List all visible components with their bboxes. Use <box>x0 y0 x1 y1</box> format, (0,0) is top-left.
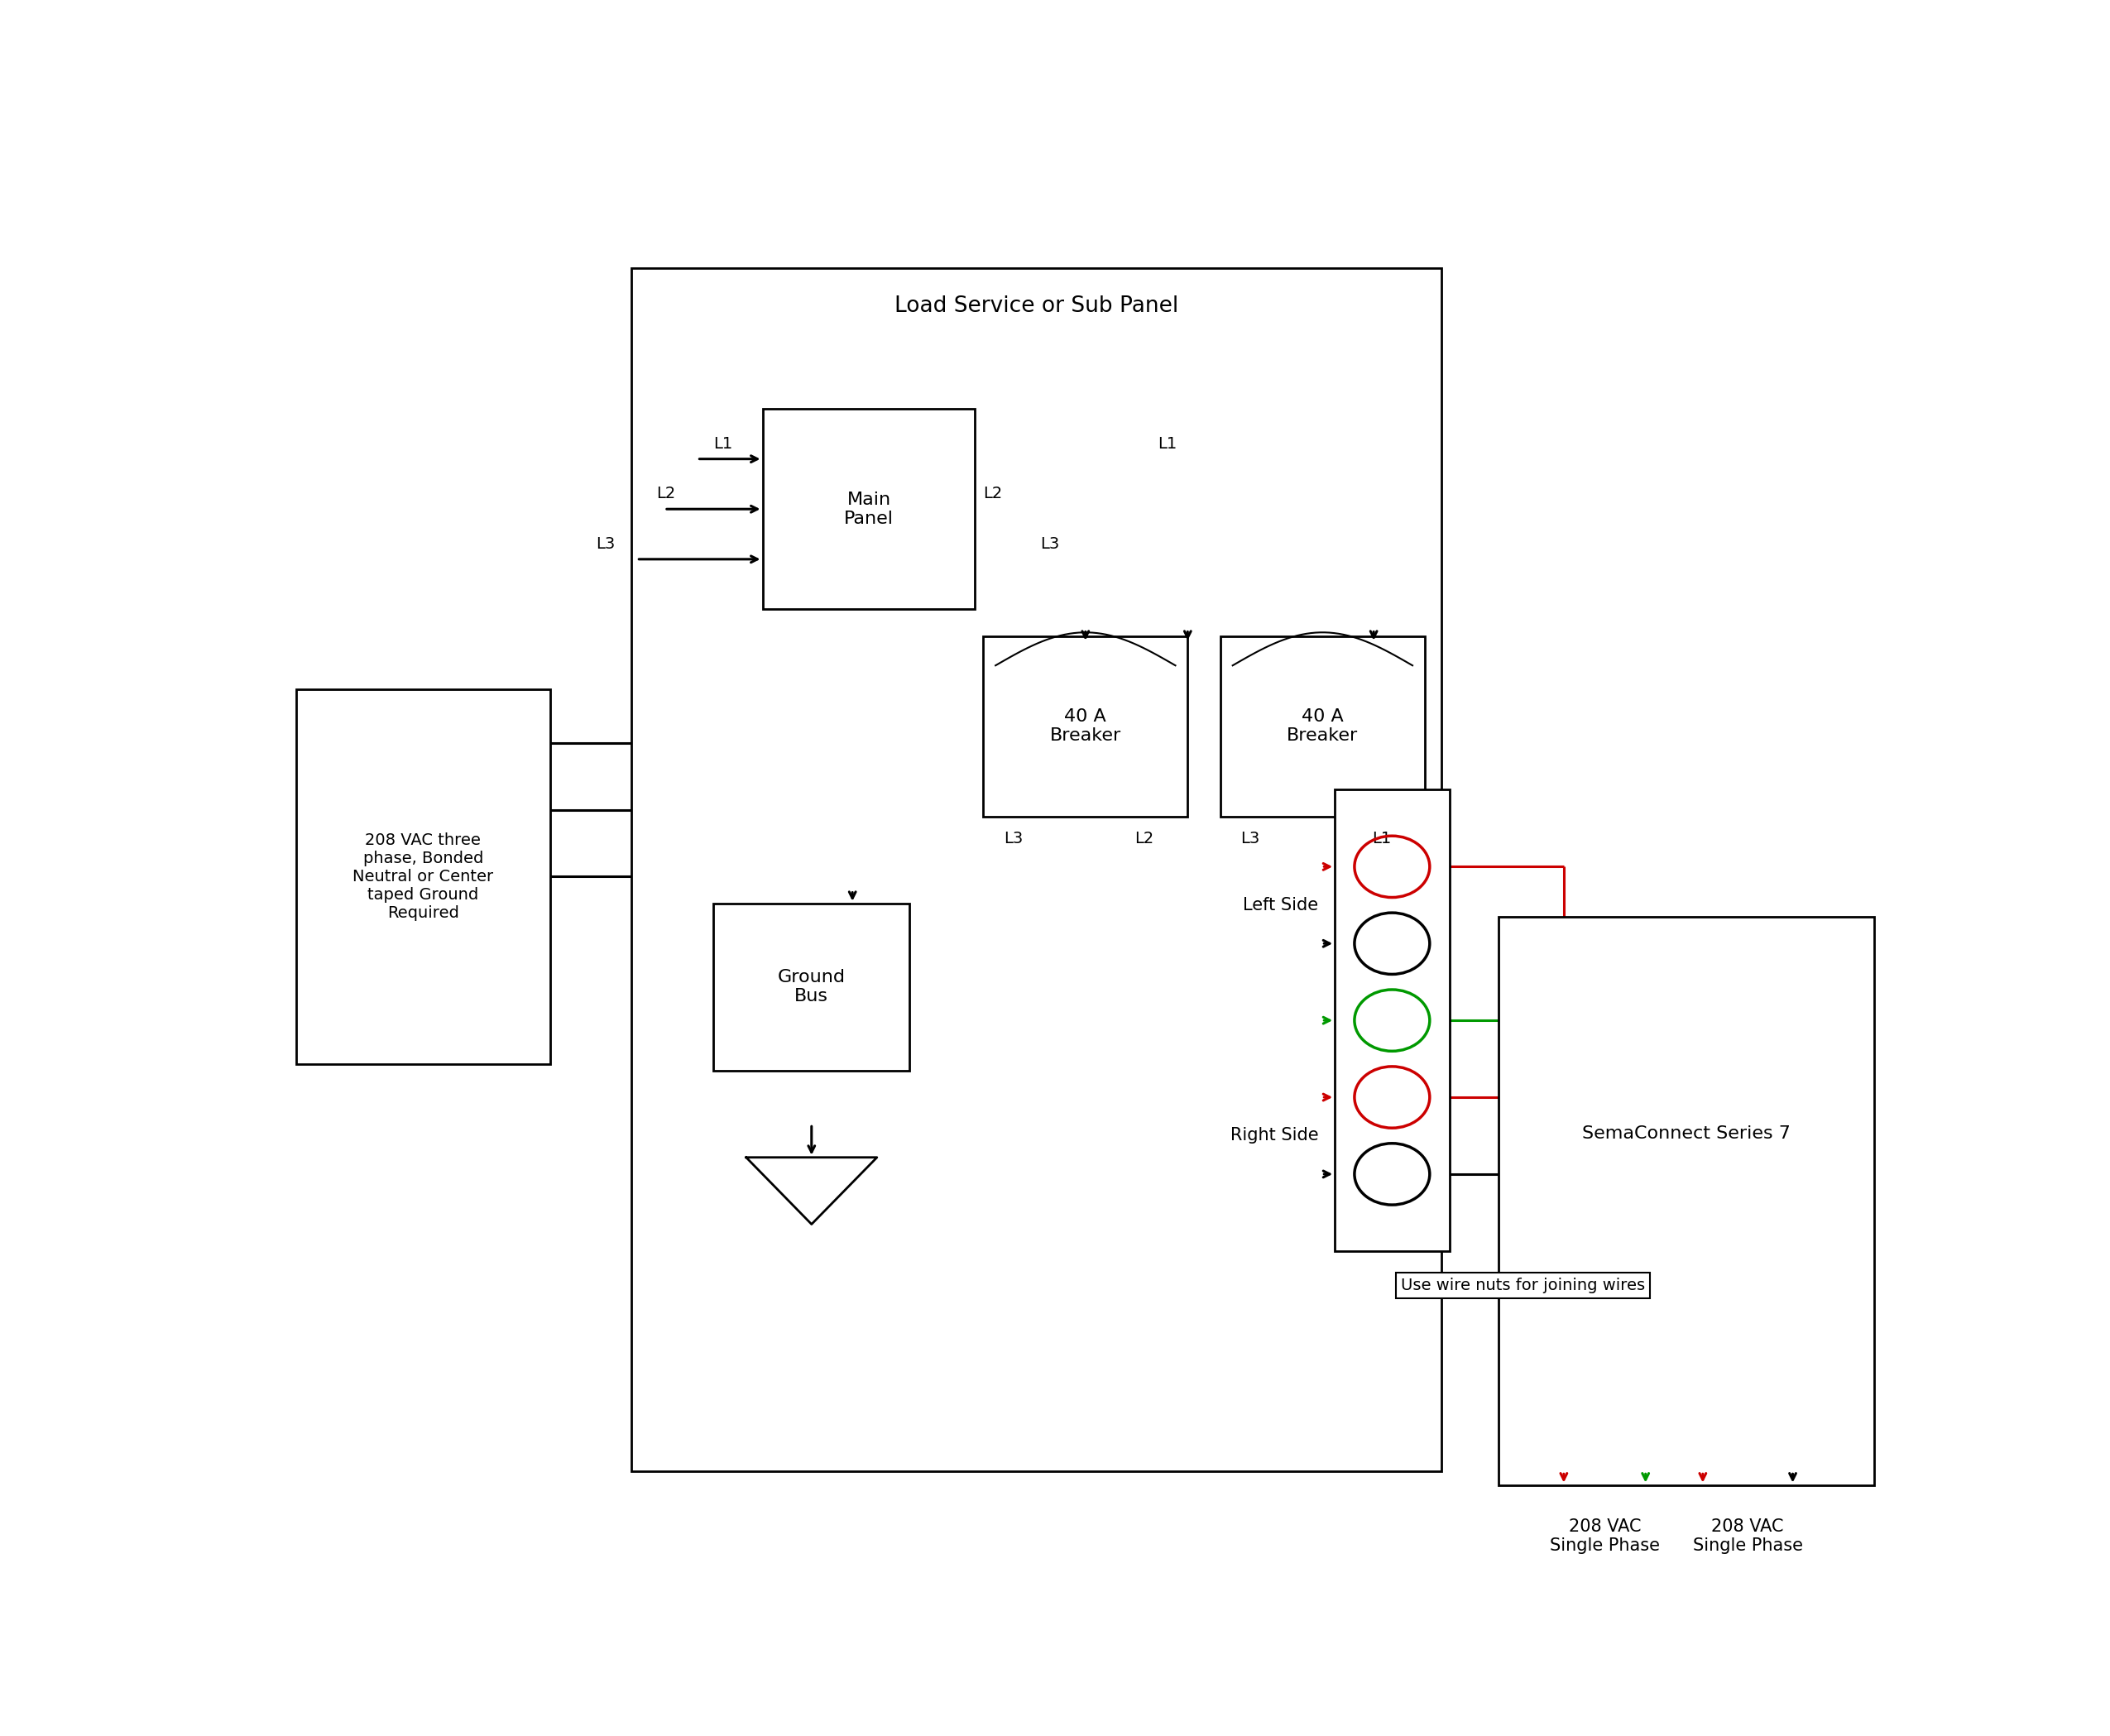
Bar <box>295 689 551 1064</box>
Text: L3: L3 <box>595 536 614 552</box>
Text: Load Service or Sub Panel: Load Service or Sub Panel <box>895 295 1177 316</box>
Text: L1: L1 <box>713 436 732 451</box>
Bar <box>1220 635 1424 816</box>
Text: L2: L2 <box>983 486 1002 502</box>
Text: Ground
Bus: Ground Bus <box>779 969 846 1005</box>
Bar <box>1498 917 1874 1484</box>
Bar <box>713 903 909 1071</box>
Text: 40 A
Breaker: 40 A Breaker <box>1287 708 1359 745</box>
Text: L2: L2 <box>656 486 675 502</box>
Bar <box>762 410 975 609</box>
Bar <box>983 635 1188 816</box>
Text: Main
Panel: Main Panel <box>844 491 895 528</box>
Text: L3: L3 <box>1241 832 1260 847</box>
Bar <box>631 269 1441 1472</box>
Text: 208 VAC three
phase, Bonded
Neutral or Center
taped Ground
Required: 208 VAC three phase, Bonded Neutral or C… <box>352 832 494 922</box>
Text: L2: L2 <box>1135 832 1154 847</box>
Text: Right Side: Right Side <box>1230 1127 1319 1144</box>
Text: L3: L3 <box>1040 536 1059 552</box>
Text: L1: L1 <box>1158 436 1177 451</box>
Text: 40 A
Breaker: 40 A Breaker <box>1051 708 1120 745</box>
Text: L3: L3 <box>1004 832 1023 847</box>
Text: 208 VAC
Single Phase: 208 VAC Single Phase <box>1692 1519 1802 1554</box>
Bar <box>1336 790 1450 1252</box>
Text: Use wire nuts for joining wires: Use wire nuts for joining wires <box>1401 1278 1646 1293</box>
Text: SemaConnect Series 7: SemaConnect Series 7 <box>1582 1125 1791 1142</box>
Text: Left Side: Left Side <box>1243 898 1319 913</box>
Text: L1: L1 <box>1372 832 1390 847</box>
Text: 208 VAC
Single Phase: 208 VAC Single Phase <box>1549 1519 1661 1554</box>
